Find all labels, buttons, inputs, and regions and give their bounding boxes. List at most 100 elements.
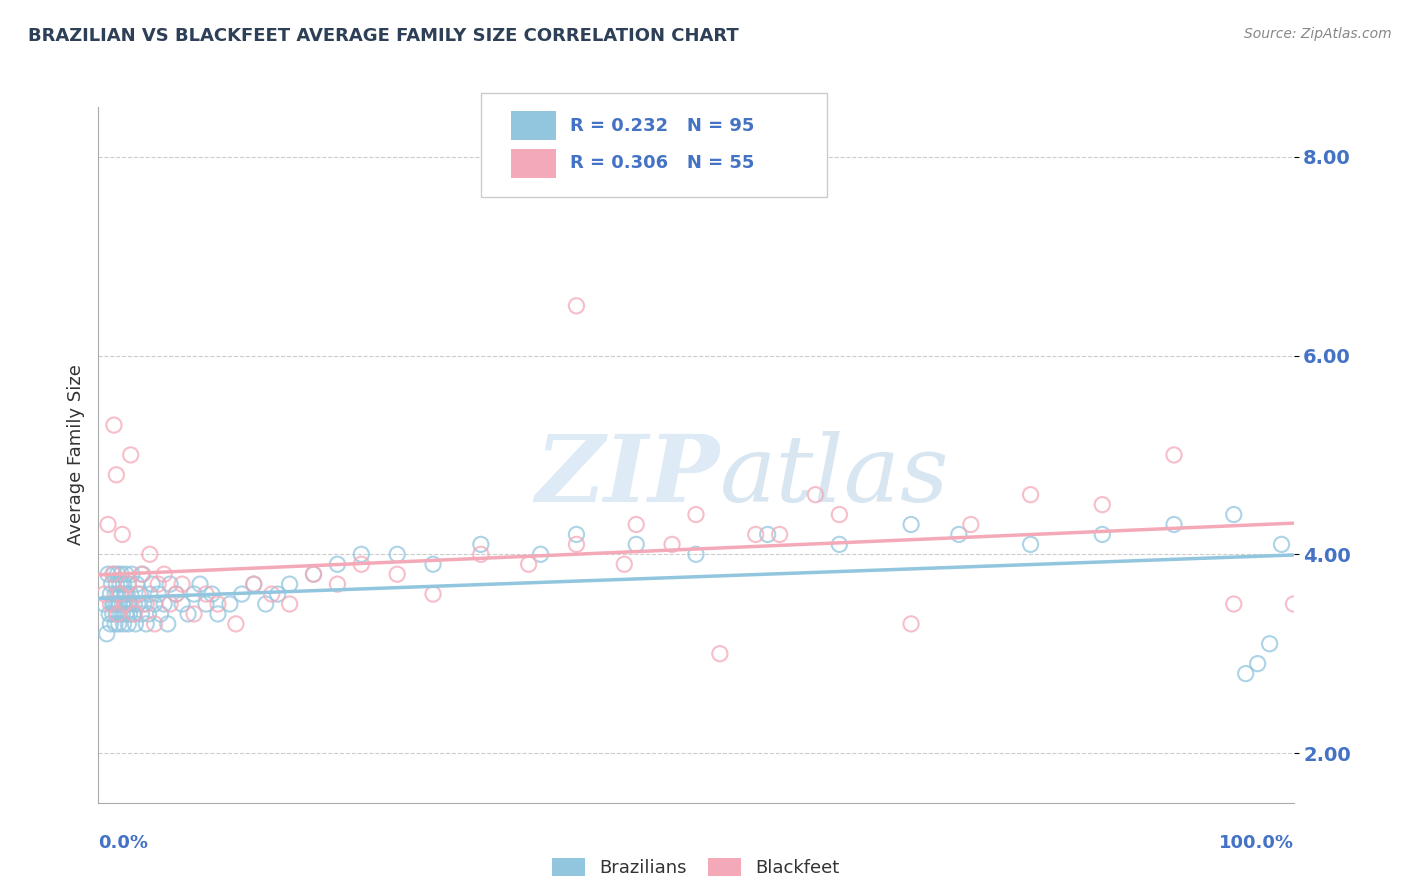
Point	[110, 587, 132, 601]
Point	[243, 577, 266, 591]
Point	[685, 547, 707, 561]
Point	[93, 597, 115, 611]
Point	[105, 467, 128, 482]
Point	[385, 547, 409, 561]
Point	[709, 647, 731, 661]
Point	[104, 616, 127, 631]
Point	[121, 567, 143, 582]
Point	[103, 597, 125, 611]
Point	[148, 587, 170, 601]
Point	[350, 558, 373, 572]
Point	[115, 607, 138, 621]
Point	[1258, 637, 1281, 651]
Point	[1163, 517, 1185, 532]
Point	[225, 616, 247, 631]
Point	[141, 577, 163, 591]
Point	[1222, 508, 1246, 522]
Point	[219, 597, 242, 611]
Point	[118, 597, 141, 611]
Point	[1091, 527, 1114, 541]
Point	[165, 587, 187, 601]
Point	[107, 567, 129, 582]
Point	[385, 567, 409, 582]
Point	[112, 577, 135, 591]
Point	[804, 488, 827, 502]
Y-axis label: Average Family Size: Average Family Size	[66, 365, 84, 545]
Point	[207, 597, 229, 611]
Point	[143, 597, 166, 611]
Point	[101, 607, 124, 621]
Point	[194, 587, 217, 601]
Text: ZIP: ZIP	[536, 431, 720, 521]
Bar	[510, 149, 557, 178]
Point	[685, 508, 707, 522]
Text: R = 0.232   N = 95: R = 0.232 N = 95	[571, 117, 755, 135]
Point	[768, 527, 790, 541]
Point	[156, 616, 179, 631]
Point	[165, 587, 187, 601]
Point	[172, 577, 194, 591]
Point	[624, 517, 647, 532]
Point	[1234, 666, 1257, 681]
Point	[107, 587, 129, 601]
Point	[1246, 657, 1268, 671]
Point	[565, 537, 588, 551]
Point	[183, 587, 205, 601]
Point	[565, 299, 588, 313]
Point	[127, 597, 149, 611]
Point	[135, 597, 157, 611]
Point	[111, 527, 134, 541]
Point	[101, 567, 124, 582]
Point	[100, 577, 122, 591]
Point	[105, 577, 128, 591]
Legend: Brazilians, Blackfeet: Brazilians, Blackfeet	[546, 850, 846, 884]
Point	[98, 587, 122, 601]
Point	[422, 587, 444, 601]
Point	[159, 597, 181, 611]
Point	[745, 527, 768, 541]
Point	[661, 537, 683, 551]
Point	[756, 527, 779, 541]
Point	[115, 597, 138, 611]
Point	[124, 607, 146, 621]
Point	[828, 508, 851, 522]
Point	[422, 558, 444, 572]
Text: R = 0.306   N = 55: R = 0.306 N = 55	[571, 154, 755, 172]
Point	[149, 607, 172, 621]
Point	[1163, 448, 1185, 462]
Point	[124, 597, 146, 611]
Point	[125, 577, 148, 591]
Point	[159, 577, 181, 591]
Point	[138, 607, 160, 621]
Point	[517, 558, 540, 572]
Point	[177, 607, 200, 621]
Point	[96, 627, 118, 641]
Point	[153, 597, 176, 611]
Point	[98, 616, 122, 631]
Point	[143, 616, 166, 631]
Point	[254, 597, 277, 611]
Point	[243, 577, 266, 591]
Point	[124, 616, 146, 631]
Point	[231, 587, 253, 601]
Point	[98, 607, 121, 621]
Point	[828, 537, 851, 551]
Point	[93, 587, 115, 601]
Point	[326, 577, 349, 591]
Point	[131, 567, 153, 582]
Point	[260, 587, 283, 601]
Text: atlas: atlas	[720, 431, 949, 521]
Point	[207, 607, 229, 621]
Point	[105, 607, 128, 621]
Point	[107, 597, 129, 611]
Point	[111, 607, 134, 621]
Point	[613, 558, 636, 572]
Point	[470, 537, 492, 551]
Point	[122, 607, 145, 621]
Point	[108, 607, 131, 621]
Point	[115, 567, 138, 582]
Point	[111, 597, 134, 611]
Point	[115, 587, 138, 601]
Text: 0.0%: 0.0%	[98, 834, 149, 852]
Point	[188, 577, 211, 591]
